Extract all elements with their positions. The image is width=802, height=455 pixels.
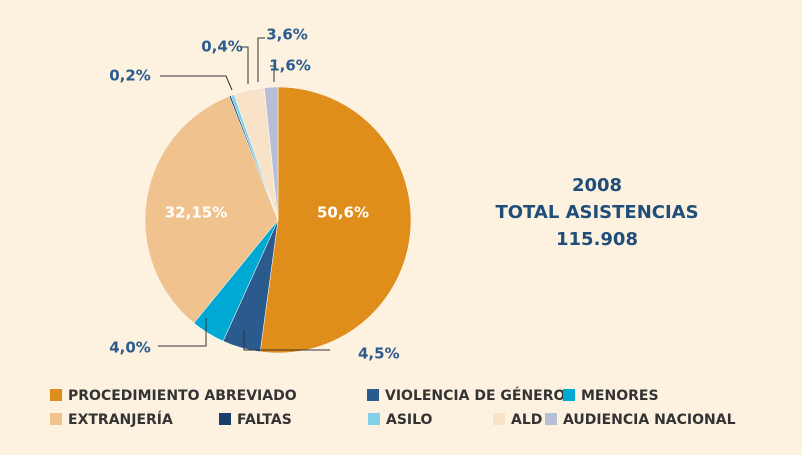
legend-swatch	[367, 389, 379, 401]
data-label: 50,6%	[317, 204, 369, 222]
legend-swatch	[545, 413, 557, 425]
legend-label: ALD	[511, 412, 542, 428]
legend-swatch	[50, 389, 62, 401]
pie-slice	[263, 86, 279, 221]
legend-swatch	[493, 413, 505, 425]
legend-label: ASILO	[386, 412, 433, 428]
pie-slice	[259, 86, 412, 354]
legend-label: FALTAS	[237, 412, 292, 428]
legend-label: VIOLENCIA DE GÉNERO	[385, 387, 566, 404]
data-label: 3,6%	[266, 26, 308, 44]
data-label: 0,4%	[201, 38, 243, 56]
data-label: 32,15%	[165, 204, 227, 222]
leader-line	[270, 65, 275, 82]
leader-line	[240, 46, 249, 84]
data-label: 0,2%	[109, 67, 151, 85]
leader-line	[257, 37, 265, 82]
legend-label: MENORES	[581, 388, 659, 404]
legend-label: EXTRANJERÍA	[68, 411, 173, 428]
legend-swatch	[50, 413, 62, 425]
data-label: 1,6%	[269, 57, 311, 75]
pie-slice	[144, 95, 279, 324]
legend-label: AUDIENCIA NACIONAL	[563, 412, 736, 428]
leader-line	[243, 330, 330, 351]
chart-title: 115.908	[556, 229, 638, 250]
legend-swatch	[368, 413, 380, 425]
leader-line	[158, 318, 207, 347]
leader-line	[160, 75, 233, 91]
legend-label: PROCEDIMIENTO ABREVIADO	[68, 388, 297, 404]
chart-title: TOTAL ASISTENCIAS	[495, 202, 698, 223]
data-label: 4,5%	[358, 345, 400, 363]
legend-swatch	[563, 389, 575, 401]
chart-title: 2008	[572, 175, 622, 196]
legend-swatch	[219, 413, 231, 425]
data-label: 4,0%	[109, 339, 151, 357]
